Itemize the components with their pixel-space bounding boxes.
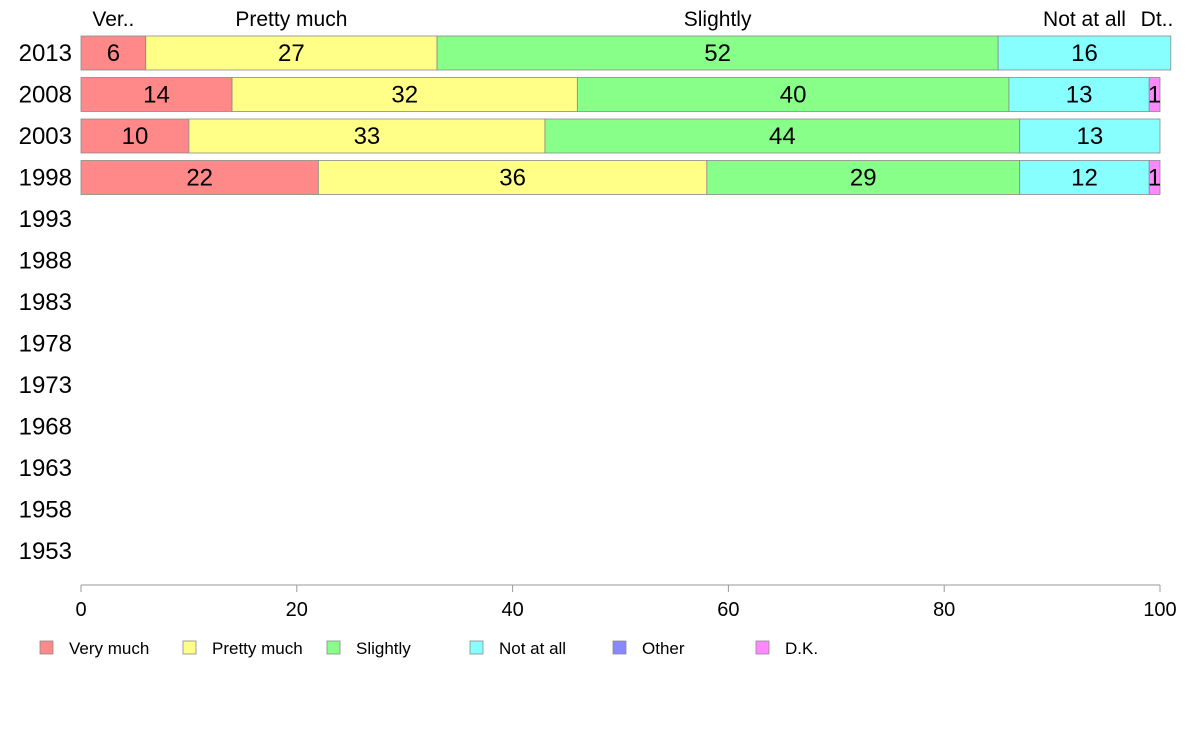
y-tick-label-2003: 2003 <box>19 123 72 150</box>
y-tick-label-1973: 1973 <box>19 372 72 399</box>
x-tick-label-80: 80 <box>933 599 955 621</box>
bar-2003-not-at-all <box>1019 118 1161 154</box>
y-tick-label-1993: 1993 <box>19 206 72 233</box>
data-label-1998-d-k: 1 <box>1148 165 1161 192</box>
data-label-2003-slightly: 44 <box>769 123 796 150</box>
data-label-2008-not-at-all: 13 <box>1066 82 1093 109</box>
y-tick-label-1988: 1988 <box>19 248 72 275</box>
data-label-2013-not-at-all: 16 <box>1071 40 1098 67</box>
bar-1998-slightly <box>706 160 1021 195</box>
top-label-slightly: Slightly <box>684 8 752 31</box>
bar-2013-pretty-much <box>145 35 438 71</box>
y-tick-label-1963: 1963 <box>19 455 72 482</box>
data-label-2008-slightly: 40 <box>780 82 807 109</box>
legend-label-very-much: Very much <box>69 639 149 658</box>
legend-label-slightly: Slightly <box>356 639 411 658</box>
data-label-2003-pretty-much: 33 <box>354 123 381 150</box>
series-top-labels: Ver.. Pretty much Slightly Not at all Dt.. <box>92 8 1173 31</box>
legend-swatch-other <box>612 640 627 655</box>
data-label-1998-not-at-all: 12 <box>1071 165 1098 192</box>
data-label-2008-very-much: 14 <box>143 82 170 109</box>
legend-label-other: Other <box>642 639 685 658</box>
y-tick-label-2013: 2013 <box>19 40 72 67</box>
x-tick-label-60: 60 <box>717 599 739 621</box>
x-axis: 0 20 40 60 80 100 <box>75 584 1177 621</box>
bar-2008-slightly <box>576 77 1010 112</box>
legend-swatch-slightly <box>326 640 341 655</box>
y-tick-label-1983: 1983 <box>19 289 72 316</box>
data-label-2013-pretty-much: 27 <box>278 40 305 67</box>
bar-2013-not-at-all <box>997 35 1172 71</box>
y-tick-label-1953: 1953 <box>19 538 72 565</box>
bar-1998-not-at-all <box>1019 160 1150 195</box>
data-label-2008-pretty-much: 32 <box>391 82 418 109</box>
bar-2003-slightly <box>544 118 1021 154</box>
bar-1998-pretty-much <box>317 160 708 195</box>
bar-2013-slightly <box>436 35 999 71</box>
data-label-2008-d-k: 1 <box>1148 82 1161 109</box>
y-tick-label-1998: 1998 <box>19 165 72 192</box>
legend-swatch-not-at-all <box>469 640 484 655</box>
x-tick-label-100: 100 <box>1143 599 1176 621</box>
legend: Very much Pretty much Slightly Not at all Ot… <box>39 639 818 658</box>
top-label-not-at-all: Not at all <box>1043 8 1126 31</box>
bar-2008-not-at-all <box>1008 77 1150 112</box>
x-tick-label-0: 0 <box>75 599 86 621</box>
legend-swatch-d-k <box>755 640 770 655</box>
data-label-1998-pretty-much: 36 <box>499 165 526 192</box>
top-label-d-k: Dt.. <box>1141 8 1174 31</box>
data-label-2013-slightly: 52 <box>704 40 731 67</box>
legend-swatch-pretty-much <box>182 640 197 655</box>
y-axis-labels: 2013 2008 2003 1998 1993 1988 1983 1978 1973 1968… <box>19 40 72 565</box>
bar-2008-very-much <box>80 77 233 112</box>
x-tick-label-20: 20 <box>286 599 308 621</box>
bar-1998-d-k <box>1148 160 1161 195</box>
top-label-very-much: Ver.. <box>92 8 134 31</box>
bar-2003-pretty-much <box>188 118 546 154</box>
legend-label-pretty-much: Pretty much <box>212 639 303 658</box>
top-label-pretty-much: Pretty much <box>235 8 347 31</box>
y-tick-label-1958: 1958 <box>19 497 72 524</box>
bar-2013-very-much <box>80 35 147 71</box>
x-tick-label-40: 40 <box>501 599 523 621</box>
legend-swatch-very-much <box>39 640 54 655</box>
legend-label-not-at-all: Not at all <box>499 639 566 658</box>
y-tick-label-1968: 1968 <box>19 414 72 441</box>
data-label-1998-slightly: 29 <box>850 165 877 192</box>
y-tick-label-1978: 1978 <box>19 331 72 358</box>
data-label-1998-very-much: 22 <box>186 165 213 192</box>
data-label-2003-very-much: 10 <box>122 123 149 150</box>
bars-layer: 6 27 52 16 14 32 40 13 1 10 33 44 13 22 36 29 12 1 <box>80 35 1172 195</box>
data-label-2003-not-at-all: 13 <box>1077 123 1104 150</box>
data-label-2013-very-much: 6 <box>107 40 120 67</box>
y-tick-label-2008: 2008 <box>19 82 72 109</box>
legend-label-d-k: D.K. <box>785 639 818 658</box>
bar-2008-d-k <box>1148 77 1161 112</box>
